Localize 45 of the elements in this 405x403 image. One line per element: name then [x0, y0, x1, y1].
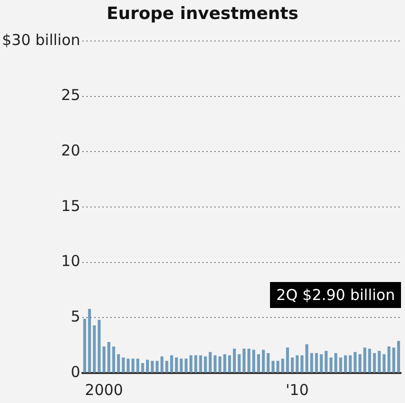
bar: [156, 360, 159, 372]
bar: [83, 318, 86, 372]
bar: [228, 355, 232, 372]
bar: [102, 346, 106, 372]
annotation: 2Q $2.90 billion: [270, 282, 401, 308]
bar: [315, 353, 318, 372]
bar: [300, 355, 304, 372]
bar: [397, 340, 400, 372]
bar: [117, 354, 120, 372]
bar: [368, 348, 372, 372]
bar: [218, 356, 222, 372]
bar: [184, 358, 188, 372]
bar: [132, 358, 134, 372]
bar: [387, 346, 390, 372]
bar: [247, 348, 250, 372]
bar: [242, 348, 246, 372]
bar: [189, 355, 192, 372]
bar: [344, 355, 347, 372]
x-tick-label: 2000: [84, 380, 124, 399]
bar: [174, 358, 178, 372]
chart-title: Europe investments: [106, 4, 300, 24]
bar: [170, 355, 174, 372]
bar: [354, 352, 357, 372]
y-tick-label: 0: [70, 362, 80, 381]
bar: [257, 354, 260, 372]
bar: [88, 308, 91, 372]
bar: [272, 360, 274, 372]
bar: [146, 360, 149, 372]
y-tick-label: 20: [61, 142, 80, 160]
bar: [160, 356, 164, 372]
y-tick-label: 5: [70, 308, 80, 326]
bar: [199, 355, 202, 372]
bar: [204, 356, 207, 372]
bar: [214, 355, 217, 372]
bar: [232, 348, 236, 372]
y-tick-label: 25: [61, 86, 80, 104]
x-tick-label: '10: [286, 380, 309, 399]
y-tick-label: 15: [61, 196, 80, 215]
bar: [372, 353, 376, 372]
y-tick-label: $30 billion: [2, 30, 80, 49]
bar: [286, 348, 289, 372]
bar: [382, 354, 386, 372]
y-tick-label: 10: [61, 252, 80, 270]
bar: [358, 354, 362, 372]
bar: [330, 358, 332, 372]
